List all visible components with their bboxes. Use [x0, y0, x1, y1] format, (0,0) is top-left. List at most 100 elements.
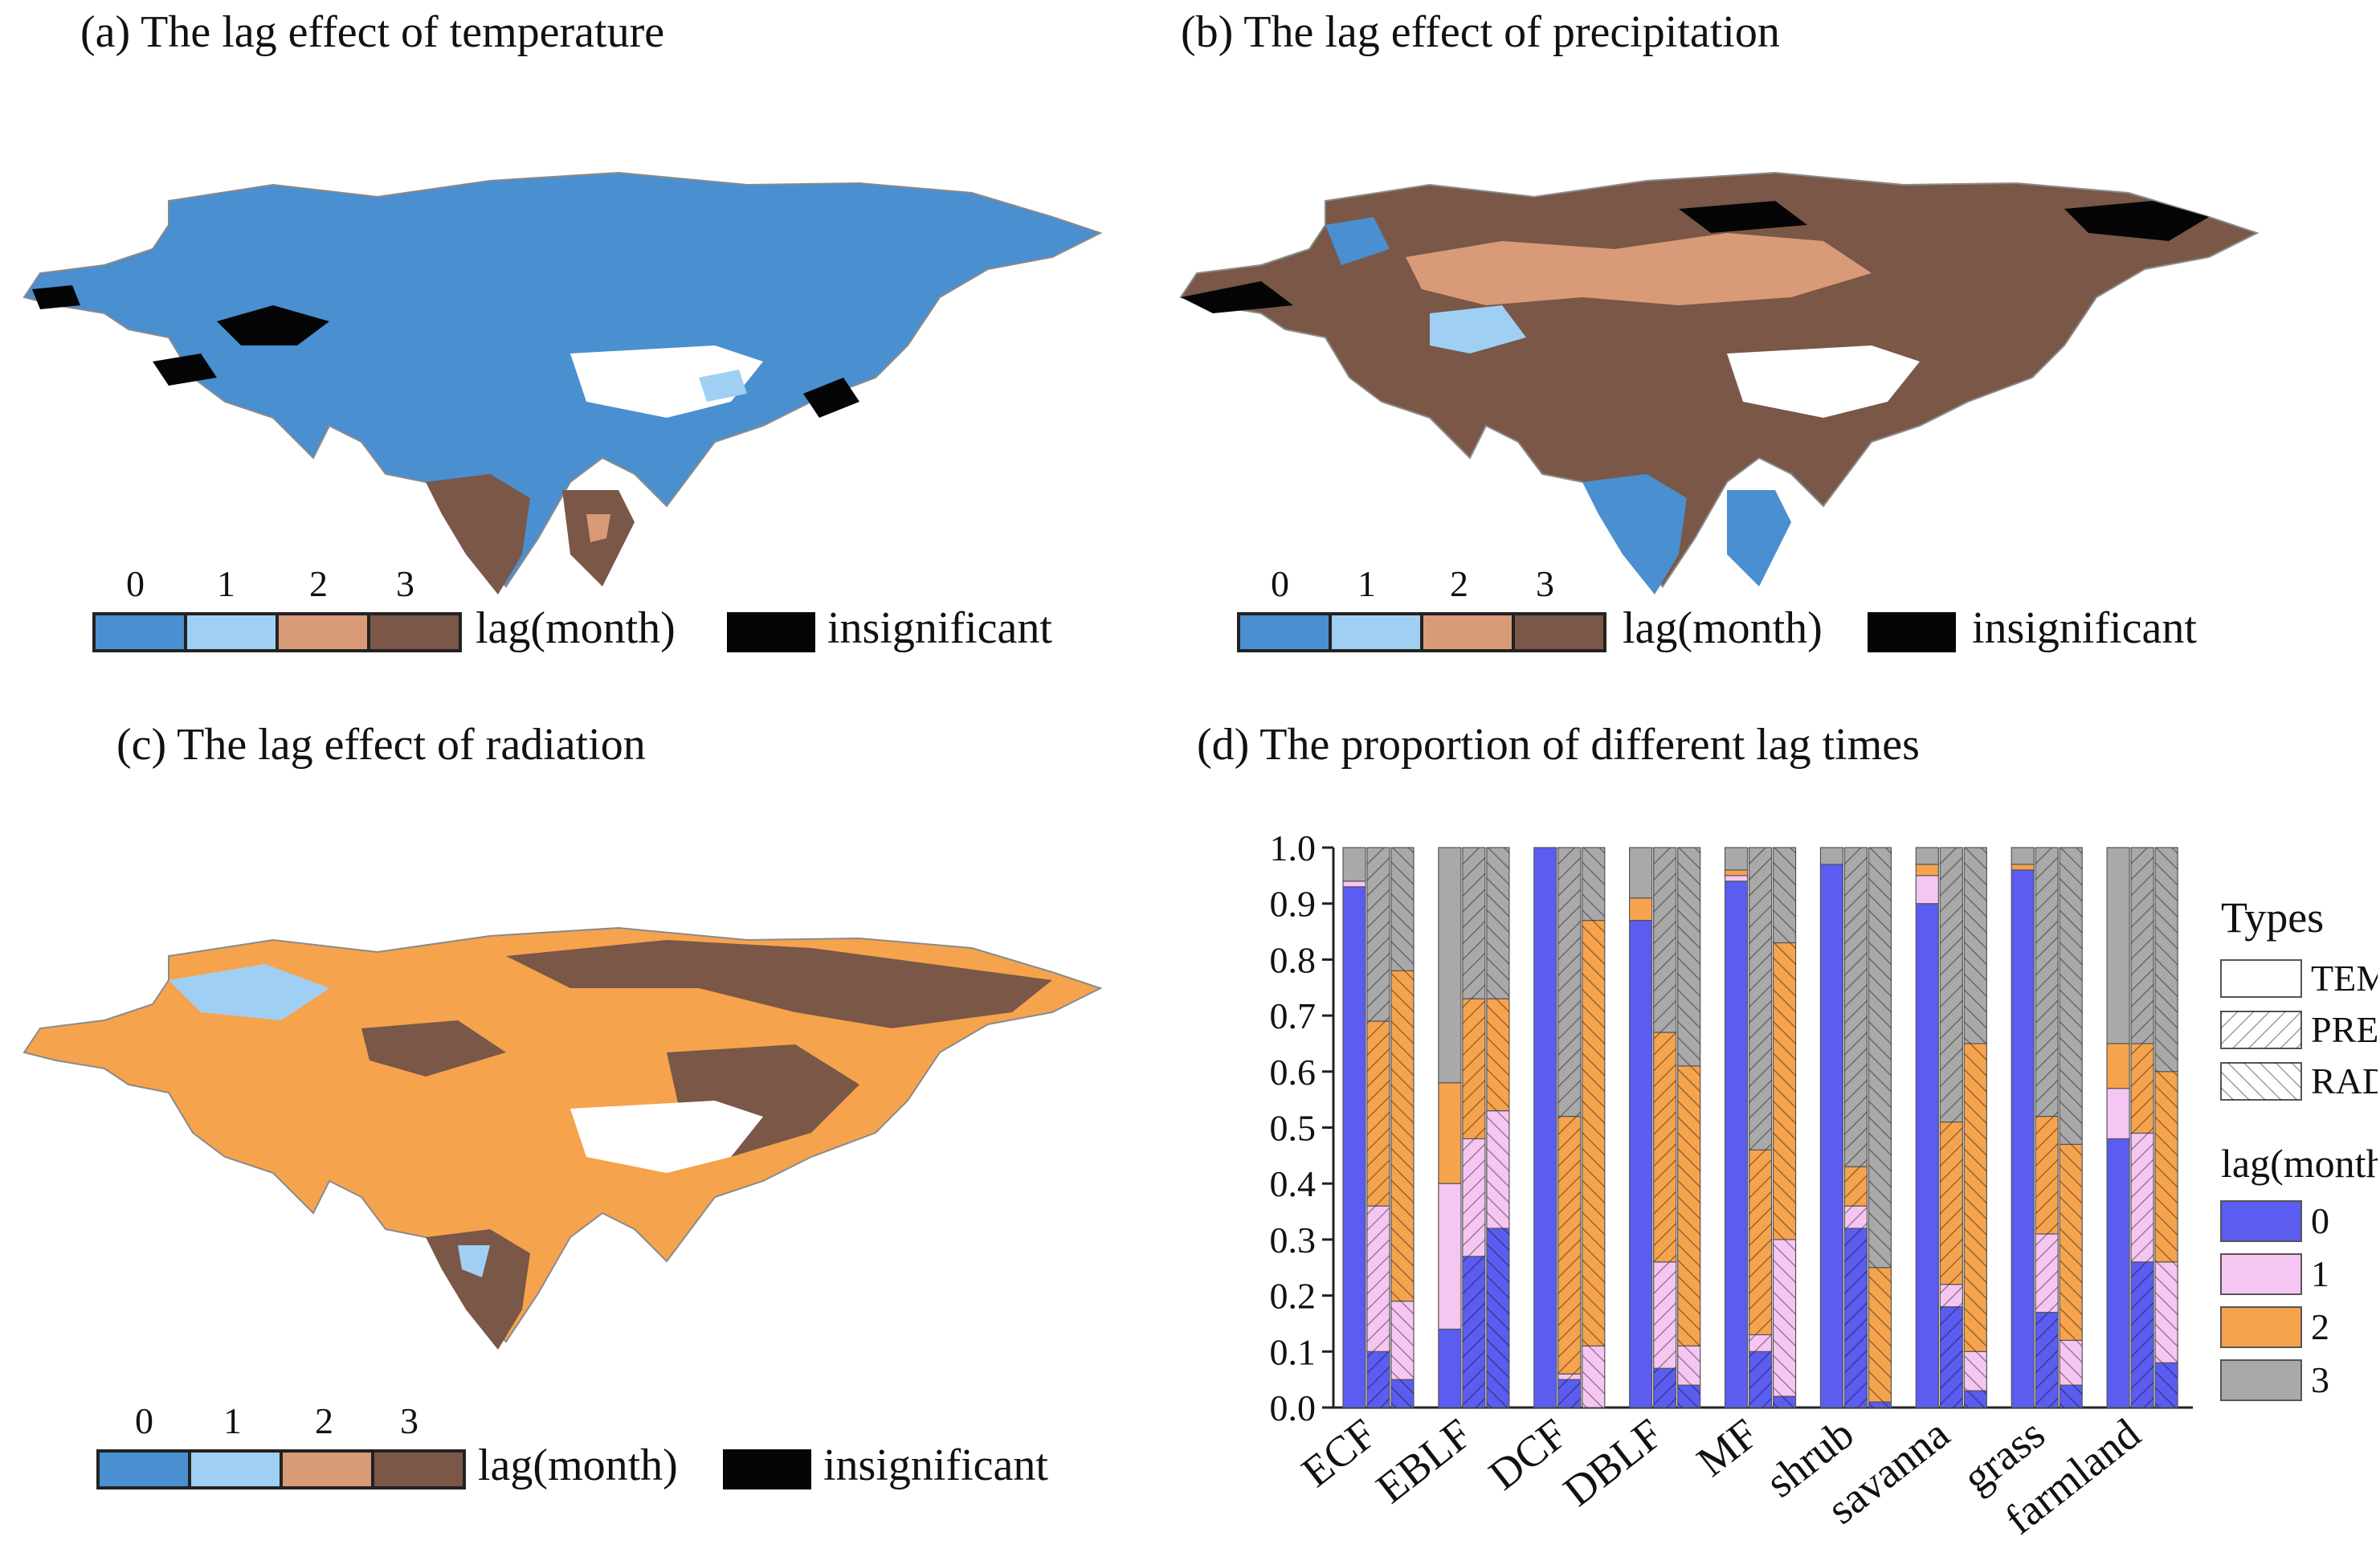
legend-a-tick-3: 3 [396, 563, 414, 604]
x-tick-label: DBLF [1554, 1409, 1672, 1515]
bar-hatch-ECF-RAD-lag0 [1391, 1379, 1414, 1408]
legend-a-tick-2: 2 [309, 563, 328, 604]
bar-hatch-farmland-PRE-lag3 [2131, 848, 2154, 1044]
bar-hatch-savanna-PRE-lag2 [1940, 1122, 1963, 1285]
legend-lag-label-1: 1 [2311, 1253, 2329, 1294]
bar-EBLF-TEM-lag2 [1438, 1082, 1462, 1184]
bar-hatch-farmland-RAD-lag0 [2155, 1363, 2178, 1408]
legend-type-label-TEM: TEM [2311, 958, 2378, 999]
legend-a-insignificant-swatch [727, 612, 815, 652]
panel-c-title: (c) The lag effect of radiation [116, 720, 646, 770]
bar-farmland-TEM-lag3 [2106, 847, 2130, 1044]
y-tick-label: 0.2 [1270, 1276, 1317, 1317]
bar-hatch-farmland-RAD-lag2 [2155, 1071, 2178, 1262]
bar-hatch-ECF-PRE-lag3 [1367, 848, 1390, 1022]
bar-hatch-ECF-PRE-lag0 [1367, 1351, 1390, 1408]
panel-d-title: (d) The proportion of different lag time… [1197, 720, 1920, 770]
legend-lag-label-2: 2 [2311, 1306, 2329, 1347]
bar-hatch-savanna-RAD-lag0 [1964, 1391, 1987, 1408]
bar-hatch-grass-PRE-lag3 [2035, 848, 2059, 1117]
bar-farmland-TEM-lag2 [2106, 1043, 2130, 1089]
y-tick-label: 0.0 [1270, 1387, 1317, 1428]
bar-ECF-TEM-lag0 [1342, 886, 1366, 1408]
bar-MF-TEM-lag0 [1724, 881, 1749, 1408]
legend-b-swatch-3 [1515, 615, 1603, 649]
bar-hatch-grass-PRE-lag1 [2035, 1233, 2059, 1313]
bar-hatch-savanna-PRE-lag1 [1940, 1284, 1963, 1307]
legend-lag-title: lag(month) [2221, 1141, 2378, 1186]
legend-c-insignificant-swatch [723, 1449, 811, 1489]
bar-grass-TEM-lag3 [2011, 847, 2035, 865]
bar-hatch-EBLF-RAD-lag1 [1486, 1110, 1509, 1228]
map-temperature [22, 171, 1103, 595]
panel-a-title: (a) The lag effect of temperature [80, 7, 665, 57]
legend-c-insignificant-label: insignificant [823, 1440, 1048, 1490]
bar-hatch-DBLF-PRE-lag2 [1653, 1032, 1676, 1262]
bar-shrub-TEM-lag3 [1819, 847, 1844, 865]
legend-type-label-RAD: RAD [2311, 1060, 2378, 1101]
legend-a-colorbar [92, 612, 462, 652]
bar-hatch-grass-PRE-lag2 [2035, 1116, 2059, 1234]
lag-proportion-chart: 0.0 0.1 0.2 0.3 0.4 0.5 0.6 0.7 0.8 0.9 1.0 ECFEBL… [1270, 827, 2378, 1543]
legend-c-tick-2: 2 [315, 1400, 333, 1441]
bar-hatch-DBLF-RAD-lag1 [1677, 1346, 1700, 1386]
bar-hatch-DBLF-RAD-lag0 [1677, 1385, 1700, 1408]
chart-bars [1342, 847, 2178, 1408]
y-tick-label: 0.6 [1270, 1052, 1317, 1093]
y-tick-label: 1.0 [1270, 827, 1317, 868]
chart-legend: Types TEM PRE RAD lag(month) 0 1 2 3 [2220, 893, 2378, 1401]
legend-c-colorbar [96, 1449, 466, 1489]
legend-a-tick-0: 0 [126, 563, 145, 604]
legend-b-insignificant-swatch [1868, 612, 1956, 652]
bar-hatch-DBLF-RAD-lag3 [1677, 848, 1700, 1066]
bar-hatch-shrub-PRE-lag2 [1844, 1167, 1868, 1207]
legend-b-tick-2: 2 [1450, 563, 1468, 604]
legend-a-lag-label: lag(month) [476, 603, 676, 653]
legend-b-swatch-0 [1240, 615, 1332, 649]
bar-hatch-savanna-RAD-lag3 [1964, 848, 1987, 1044]
bar-savanna-TEM-lag0 [1915, 903, 1939, 1408]
bar-hatch-DCF-RAD-lag1 [1582, 1346, 1605, 1408]
bar-hatch-shrub-RAD-lag2 [1868, 1267, 1892, 1403]
bar-hatch-shrub-PRE-lag3 [1844, 848, 1868, 1167]
bar-hatch-shrub-PRE-lag1 [1844, 1206, 1868, 1228]
legend-c-lag-label: lag(month) [478, 1440, 678, 1490]
legend-b-insignificant-label: insignificant [1972, 603, 2197, 653]
legend-b-tick-1: 1 [1357, 563, 1376, 604]
bar-ECF-TEM-lag3 [1342, 847, 1366, 882]
bar-hatch-DCF-PRE-lag1 [1557, 1374, 1581, 1380]
bar-hatch-EBLF-PRE-lag3 [1462, 848, 1485, 999]
legend-b: 0 1 2 3 lag(month) insignificant [1237, 562, 2249, 659]
bar-hatch-DCF-RAD-lag2 [1582, 920, 1605, 1346]
legend-c-swatch-2 [283, 1453, 374, 1486]
x-tick-label: EBLF [1367, 1409, 1480, 1513]
bar-DCF-TEM-lag0 [1533, 847, 1557, 1408]
bar-hatch-EBLF-PRE-lag2 [1462, 999, 1485, 1139]
bar-ECF-TEM-lag1 [1342, 881, 1366, 888]
legend-type-hatch-RAD [2221, 1063, 2301, 1100]
legend-lag-swatch-2 [2220, 1306, 2302, 1348]
bar-hatch-shrub-PRE-lag0 [1844, 1228, 1868, 1408]
bar-hatch-farmland-PRE-lag0 [2131, 1261, 2154, 1408]
legend-c-tick-3: 3 [400, 1400, 418, 1441]
bar-hatch-DBLF-PRE-lag0 [1653, 1368, 1676, 1408]
legend-lag-label-0: 0 [2311, 1200, 2329, 1241]
y-tick-label: 0.9 [1270, 884, 1317, 925]
bar-EBLF-TEM-lag3 [1438, 847, 1462, 1084]
legend-a-swatch-3 [370, 615, 459, 649]
legend-b-swatch-1 [1332, 615, 1423, 649]
legend-type-label-PRE: PRE [2311, 1009, 2378, 1050]
legend-type-hatch-PRE [2221, 1011, 2301, 1048]
bar-farmland-TEM-lag1 [2106, 1088, 2130, 1140]
bar-hatch-ECF-PRE-lag2 [1367, 1021, 1390, 1207]
legend-b-tick-3: 3 [1536, 563, 1554, 604]
bar-DBLF-TEM-lag3 [1629, 847, 1653, 899]
legend-c-tick-0: 0 [135, 1400, 153, 1441]
bar-hatch-EBLF-RAD-lag3 [1486, 848, 1509, 999]
legend-a-tick-1: 1 [217, 563, 235, 604]
bar-hatch-DCF-RAD-lag3 [1582, 848, 1605, 921]
bar-hatch-grass-RAD-lag3 [2060, 848, 2083, 1145]
bar-savanna-TEM-lag2 [1915, 864, 1939, 876]
bar-hatch-grass-RAD-lag0 [2060, 1385, 2083, 1408]
legend-c-swatch-1 [191, 1453, 283, 1486]
